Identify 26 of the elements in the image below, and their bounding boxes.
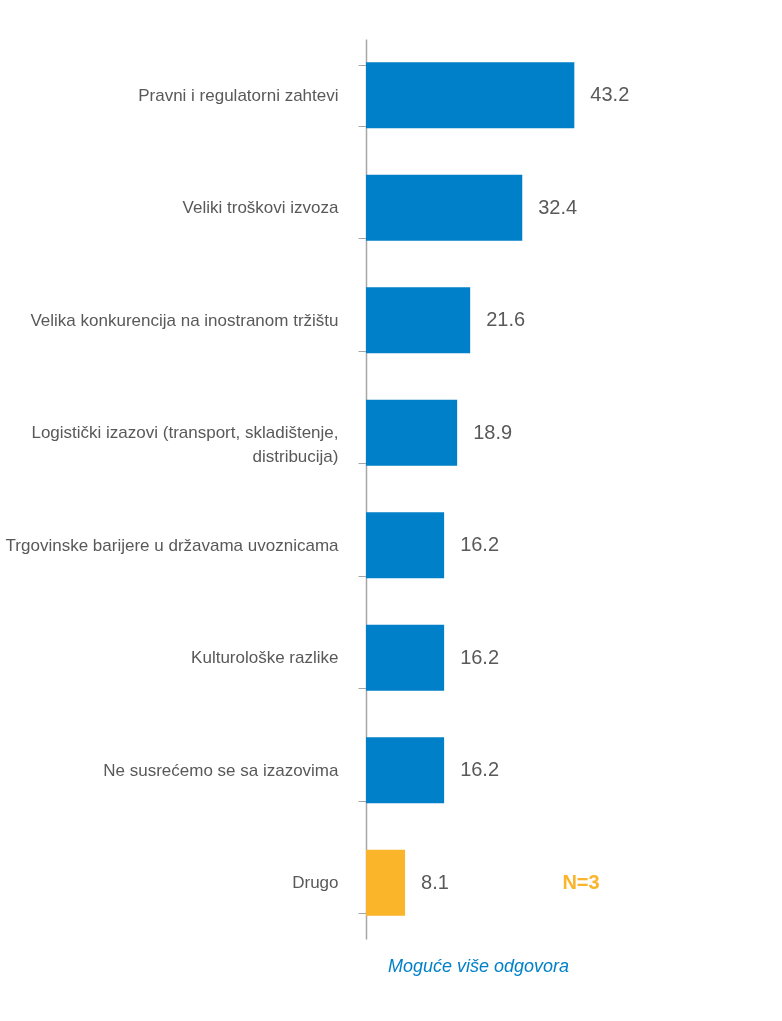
data-label: 21.6	[486, 308, 526, 331]
y-tick-label: Veliki troškovi izvoza	[182, 198, 340, 218]
bar	[366, 62, 575, 129]
y-tick-label: Trgovinske barijere u državama uvoznicama	[5, 535, 340, 555]
bar	[366, 174, 523, 241]
bar	[366, 624, 445, 691]
data-label: 8.1	[421, 870, 449, 893]
data-label: 32.4	[538, 195, 578, 218]
bar	[366, 512, 445, 579]
y-tick-label: Logistički izazovi (transport, skladištenje, distribucija)	[31, 423, 339, 467]
data-label: 16.2	[460, 533, 500, 556]
data-label: 16.2	[460, 645, 500, 668]
bar	[366, 849, 406, 916]
annotation: N=3	[562, 870, 600, 893]
text: Moguće više odgovora	[387, 956, 570, 976]
bar	[366, 287, 471, 354]
bar	[366, 737, 445, 804]
data-label: 43.2	[590, 83, 630, 106]
y-tick-label: Drugo	[292, 873, 339, 893]
y-tick-label: Ne susrećemo se sa izazovima	[103, 760, 340, 780]
y-tick-label: Kulturološke razlike	[191, 648, 339, 668]
data-label: 16.2	[460, 758, 500, 781]
data-label: 18.9	[473, 420, 513, 443]
bar	[366, 399, 458, 466]
y-tick-label: Pravni i regulatorni zahtevi	[138, 85, 339, 105]
y-tick-label: Velika konkurencija na inostranom tržištu	[30, 310, 339, 330]
